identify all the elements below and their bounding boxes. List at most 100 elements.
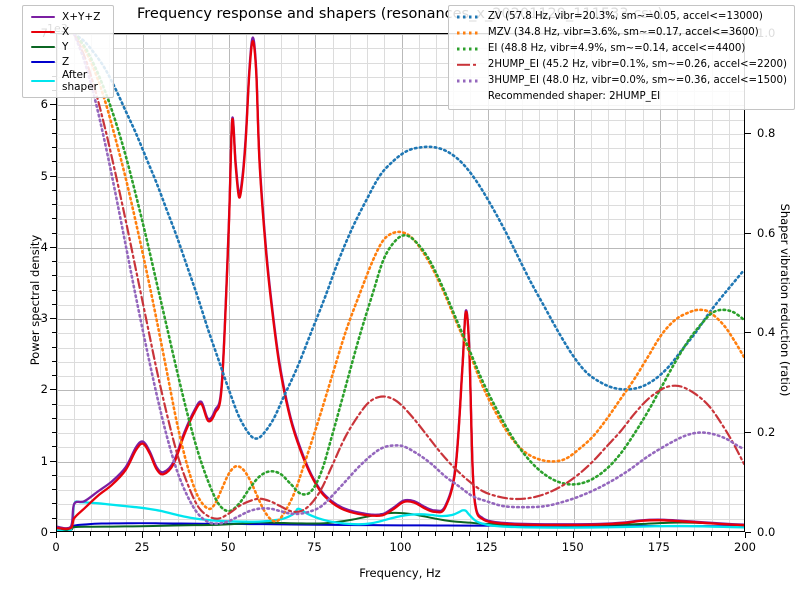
gridline-horizontal <box>57 333 744 335</box>
gridline-horizontal <box>57 304 744 306</box>
y-axis-tick-mark-minor <box>52 360 56 362</box>
x-axis-tick-mark-minor <box>193 532 195 536</box>
y-axis-tick-mark <box>50 532 56 533</box>
gridline-vertical <box>315 34 317 531</box>
recommended-shaper-label: Recommended shaper: 2HUMP_EI <box>487 91 661 102</box>
legend-item-shaper[interactable]: 3HUMP_EI (48.0 Hz, vibr=0.0%, sm~=0.36, … <box>451 73 792 89</box>
x-axis-tick-mark <box>486 532 488 538</box>
curve-layer <box>57 34 744 531</box>
x-axis-tick-mark-minor <box>469 532 471 536</box>
y-axis-tick-mark-minor <box>52 474 56 476</box>
legend-line <box>456 63 481 67</box>
gridline-horizontal <box>57 133 744 135</box>
x-axis-tick-mark-minor <box>607 532 609 536</box>
y2-axis-tick-label: 0.2 <box>757 425 776 440</box>
y-axis-tick-mark-minor <box>52 189 56 191</box>
gridline-horizontal <box>57 247 744 249</box>
y-axis-tick-mark-minor <box>52 517 56 519</box>
y-axis-tick-mark-minor <box>52 232 56 234</box>
legend-label-shaper: EI (48.8 Hz, vibr=4.9%, sm~=0.14, accel<… <box>487 43 746 54</box>
x-axis-tick-mark-minor <box>434 532 436 536</box>
x-axis-tick-label: 0 <box>52 540 60 554</box>
gridline-vertical <box>625 34 627 531</box>
gridline-vertical <box>349 34 351 531</box>
y-axis-tick-mark-minor <box>52 446 56 448</box>
shaper-curve-3hump_ei <box>72 34 744 525</box>
x-axis-tick-mark-minor <box>624 532 626 536</box>
gridline-horizontal <box>57 34 744 35</box>
legend-item-shaper[interactable]: EI (48.8 Hz, vibr=4.9%, sm~=0.14, accel<… <box>451 41 792 57</box>
legend-label: Y <box>62 40 69 53</box>
y-axis-tick-label: 1 <box>40 453 48 468</box>
gridline-horizontal <box>57 262 744 264</box>
gridline-vertical <box>298 34 300 531</box>
gridline-vertical <box>91 34 93 531</box>
gridline-horizontal <box>57 219 744 221</box>
gridline-horizontal <box>57 475 744 477</box>
y-axis-tick-label: 4 <box>40 239 48 254</box>
gridline-vertical <box>453 34 455 531</box>
x-axis-tick-mark-minor <box>90 532 92 536</box>
y-axis-tick-mark-minor <box>52 118 56 120</box>
plot-area <box>56 33 745 532</box>
y-axis-tick-mark-minor <box>52 261 56 263</box>
gridline-horizontal <box>57 148 744 150</box>
legend-line <box>456 31 481 35</box>
y-axis-tick-mark-minor <box>52 403 56 405</box>
x-axis-tick-mark-minor <box>176 532 178 536</box>
y-axis-tick-label: 5 <box>40 168 48 183</box>
x-axis-tick-mark-minor <box>503 532 505 536</box>
legend-label: After shaper <box>62 69 99 93</box>
x-axis-tick-label: 50 <box>220 540 236 554</box>
legend-line <box>456 15 481 19</box>
gridline-horizontal <box>57 48 744 50</box>
legend-line <box>31 45 55 48</box>
x-axis-tick-mark <box>56 532 57 538</box>
y-axis-tick-mark-minor <box>52 132 56 134</box>
shaper-curve-2hump_ei <box>73 34 744 520</box>
y-axis-tick-mark-minor <box>52 289 56 291</box>
gridline-horizontal <box>57 490 744 492</box>
gridline-horizontal <box>57 447 744 449</box>
legend-label-shaper: 2HUMP_EI (45.2 Hz, vibr=0.1%, sm~=0.26, … <box>487 59 787 70</box>
x-axis-tick-mark-minor <box>555 532 557 536</box>
legend-item[interactable]: After shaper <box>25 69 111 93</box>
x-axis-tick-mark-minor <box>710 532 712 536</box>
legend-label-shaper: ZV (57.8 Hz, vibr=20.3%, sm~=0.05, accel… <box>487 11 763 22</box>
gridline-vertical <box>642 34 644 531</box>
legend-item-shaper[interactable]: 2HUMP_EI (45.2 Hz, vibr=0.1%, sm~=0.26, … <box>451 57 792 73</box>
legend-item[interactable]: Z <box>25 54 111 69</box>
gridline-horizontal <box>57 119 744 121</box>
x-axis-tick-mark-minor <box>73 532 75 536</box>
gridline-vertical <box>418 34 420 531</box>
gridline-vertical <box>487 34 489 531</box>
x-axis-label: Frequency, Hz <box>359 566 441 580</box>
y-axis-tick-label: 2 <box>40 382 48 397</box>
y-axis-tick-mark <box>50 318 56 320</box>
gridline-vertical <box>160 34 162 531</box>
legend-swatch-z <box>30 56 56 68</box>
legend-item[interactable]: Y <box>25 39 111 54</box>
x-axis-tick-mark <box>400 532 402 538</box>
y-axis-tick-label: 0 <box>40 525 48 539</box>
gridline-vertical <box>194 34 196 531</box>
y-axis-tick-mark-minor <box>52 204 56 206</box>
legend-item[interactable]: X+Y+Z <box>25 9 111 24</box>
legend-item[interactable]: X <box>25 24 111 39</box>
x-axis-tick-mark <box>228 532 230 538</box>
x-axis-tick-label: 200 <box>734 540 756 554</box>
gridline-vertical <box>694 34 696 531</box>
gridline-vertical <box>539 34 541 531</box>
x-axis-tick-mark-minor <box>245 532 247 536</box>
gridline-vertical <box>74 34 76 531</box>
y2-axis-tick-label: 0.6 <box>757 225 776 240</box>
legend-item-shaper[interactable]: MZV (34.8 Hz, vibr=3.6%, sm~=0.17, accel… <box>451 25 792 41</box>
y2-axis-tick-mark <box>745 232 751 234</box>
gridline-horizontal <box>57 76 744 78</box>
gridline-horizontal <box>57 390 744 392</box>
y-axis-tick-mark-minor <box>52 161 56 163</box>
gridline-horizontal <box>57 418 744 420</box>
y2-axis-tick-label: 0.0 <box>757 525 776 539</box>
gridline-vertical <box>125 34 127 531</box>
legend-item-shaper[interactable]: ZV (57.8 Hz, vibr=20.3%, sm~=0.05, accel… <box>451 9 792 25</box>
